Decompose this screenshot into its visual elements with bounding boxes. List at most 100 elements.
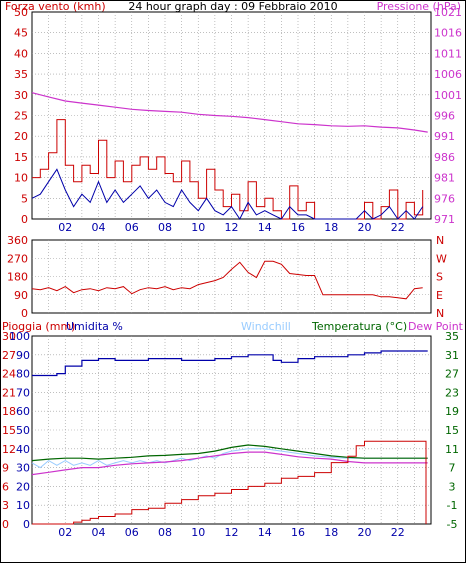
pressure-tick-label: 976 [434,192,455,205]
humidity-tick-label: 80 [16,368,30,381]
wind-tick-label: 25 [14,110,28,123]
hour-tick-label: 22 [391,221,405,234]
direction-tick-label: 90 [14,289,28,302]
humidity-tick-label: 10 [16,499,30,512]
pressure-tick-label: 1021 [434,6,462,19]
wind-direction-line [31,260,423,300]
pressure-line [31,92,428,133]
hour-tick-label: 18 [324,221,338,234]
rain-humidity-hour-labels: 02 04 06 08 10 12 14 16 18 20 22 [58,526,405,539]
humidity-tick-label: 40 [16,443,30,456]
humidity-tick-label: 0 [23,518,30,531]
wind-tick-label: 20 [14,130,28,143]
temperature-tick-label: 11 [445,443,459,456]
wind-direction-series [31,260,423,300]
wind-gust-line [32,119,424,220]
hour-tick-label: 06 [125,526,139,539]
wind-pressure-hour-labels: 02 04 06 08 10 12 14 16 18 20 22 [58,221,405,234]
pressure-tick-label: 986 [434,151,455,164]
hour-tick-label: 12 [225,221,239,234]
direction-tick-label: 270 [7,252,28,265]
hour-tick-label: 18 [324,526,338,539]
direction-tick-label: 360 [7,234,28,247]
direction-tick-label: 0 [21,307,28,320]
humidity-tick-label: 50 [16,424,30,437]
compass-tick-label: N [436,234,444,247]
rain-humidity-grid [32,336,431,524]
compass-tick-label: S [436,271,443,284]
temperature-tick-label: 19 [445,405,459,418]
wind-pressure-plot-frame [31,11,432,220]
hour-tick-label: 08 [158,526,172,539]
rain-tick-label: 6 [2,480,9,493]
hour-tick-label: 02 [58,221,72,234]
wind-speed-tick-labels: 0 5 10 15 20 25 30 35 40 45 50 [14,6,28,226]
humidity-tick-label: 30 [16,462,30,475]
pressure-tick-labels: 971 976 981 986 991 996 1001 1006 1011 1016 1021 [434,6,462,226]
hour-tick-label: 12 [225,526,239,539]
wind-average-line [31,168,424,220]
humidity-tick-label: 20 [16,480,30,493]
wind-tick-label: 40 [14,47,28,60]
hour-tick-label: 16 [291,221,305,234]
rain-axis-title: Pioggia (mm) [2,320,75,333]
compass-tick-label: W [436,252,447,265]
wind-pressure-series [31,92,428,220]
wind-tick-label: 0 [21,213,28,226]
hour-tick-label: 22 [391,526,405,539]
pressure-tick-label: 996 [434,110,455,123]
hour-tick-label: 06 [125,221,139,234]
rain-tick-label: 24 [2,368,16,381]
wind-speed-axis-title: Forza vento (kmh) [5,0,106,13]
wind-tick-label: 5 [21,192,28,205]
hour-tick-label: 20 [358,221,372,234]
humidity-axis-title: Umidita % [66,320,123,333]
temperature-tick-label: 23 [445,386,459,399]
compass-tick-label: N [436,307,444,320]
temperature-tick-label: 3 [449,480,456,493]
rain-humidity-temperature-panel: 0 3 6 9 12 15 18 21 24 27 30 0 10 20 30 40 50 60 70 80 90 10… [2,330,459,539]
hour-tick-label: 08 [158,221,172,234]
temperature-legend: Temperatura (°C) [311,320,407,333]
hour-tick-label: 10 [191,526,205,539]
rain-tick-label: 9 [2,462,9,475]
hour-tick-label: 04 [92,221,106,234]
temperature-tick-label: 7 [449,462,456,475]
pressure-tick-label: 1006 [434,68,462,81]
temperature-tick-label: 31 [445,349,459,362]
hour-tick-label: 02 [58,526,72,539]
temperature-tick-label: -1 [447,499,458,512]
pressure-tick-label: 981 [434,172,455,185]
dewpoint-legend: Dew Point [408,320,464,333]
pressure-tick-label: 1001 [434,89,462,102]
hour-tick-label: 20 [358,526,372,539]
direction-tick-label: 180 [7,271,28,284]
humidity-tick-label: 70 [16,386,30,399]
windchill-legend: Windchill [241,320,291,333]
rain-tick-label: 12 [2,443,16,456]
hour-tick-label: 16 [291,526,305,539]
pressure-tick-label: 1011 [434,47,462,60]
rain-tick-label: 3 [2,499,9,512]
temperature-tick-label: 35 [445,330,459,343]
temperature-tick-label: -5 [447,518,458,531]
rain-tick-label: 27 [2,349,16,362]
rain-humidity-temperature-series [31,350,428,525]
rain-tick-label: 18 [2,405,16,418]
pressure-tick-label: 1016 [434,27,462,40]
pressure-tick-label: 971 [434,213,455,226]
wind-tick-label: 30 [14,89,28,102]
hour-tick-label: 14 [258,526,272,539]
wind-tick-label: 10 [14,172,28,185]
wind-tick-label: 15 [14,151,28,164]
humidity-tick-label: 60 [16,405,30,418]
rain-tick-labels: 0 3 6 9 12 15 18 21 24 27 30 [2,330,16,531]
wind-tick-label: 35 [14,68,28,81]
hour-tick-label: 04 [92,526,106,539]
hour-tick-label: 10 [191,221,205,234]
pressure-tick-label: 991 [434,130,455,143]
humidity-tick-labels: 0 10 20 30 40 50 60 70 80 90 100 [9,330,30,531]
